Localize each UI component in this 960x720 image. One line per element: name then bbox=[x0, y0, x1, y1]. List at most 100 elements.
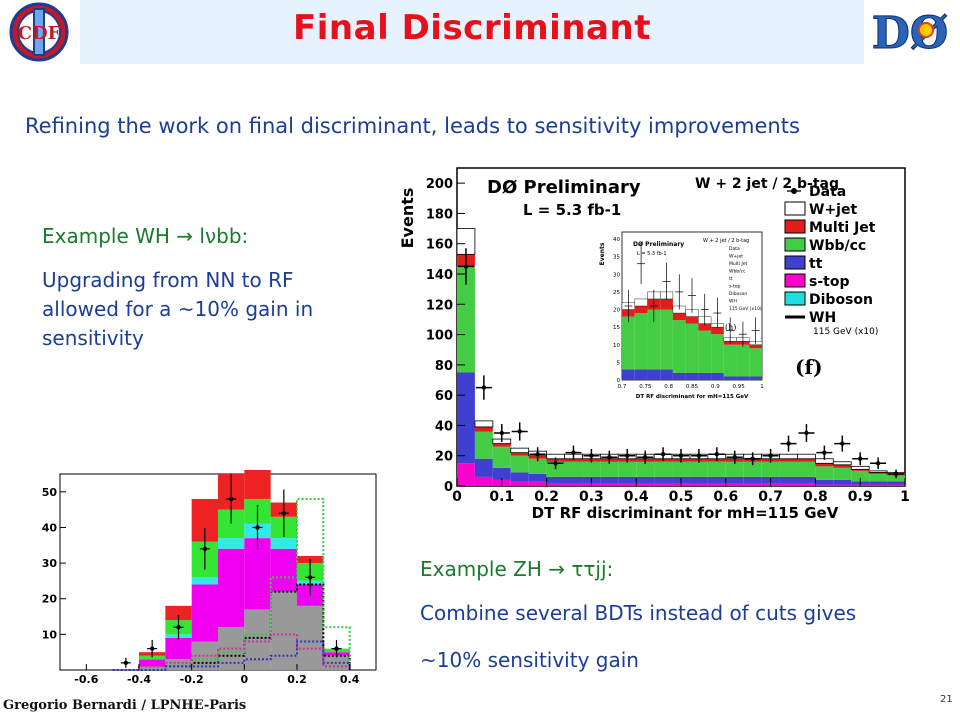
main-bar-wbbcc bbox=[618, 461, 637, 477]
inset-legend-label: Wbb/cc bbox=[729, 269, 746, 275]
inset-bar bbox=[723, 376, 737, 380]
main-legend-label: 115 GeV (x10) bbox=[813, 327, 878, 337]
main-data-point bbox=[780, 435, 797, 452]
main-plot-x-ticks: 0 0.1 0.2 0.3 0.4 0.5 0.6 0.7 0.8 0.9 1 bbox=[452, 478, 910, 505]
zh-data-point bbox=[199, 528, 210, 570]
main-bar-tt bbox=[474, 458, 493, 477]
zh-bar-magenta bbox=[244, 538, 271, 610]
inset-data-point bbox=[700, 293, 709, 326]
zh-bar-cyan bbox=[270, 538, 297, 549]
main-bar-stop bbox=[833, 484, 852, 486]
main-ytick-label: 60 bbox=[435, 389, 453, 404]
main-data-point bbox=[798, 424, 815, 442]
main-legend-label: tt bbox=[809, 256, 823, 272]
inset-ytick-label: 20 bbox=[613, 308, 620, 314]
zh-data-point bbox=[331, 639, 342, 658]
zh-data-point bbox=[305, 559, 316, 596]
zh-ytick-label: 40 bbox=[42, 521, 58, 534]
main-bar-wbbcc bbox=[797, 461, 816, 477]
main-bar-wbbcc bbox=[672, 461, 690, 477]
zh-bar-gray bbox=[139, 666, 166, 670]
zh-data-point bbox=[147, 639, 158, 658]
main-bar-stop bbox=[636, 482, 655, 486]
main-bar-wbbcc bbox=[815, 466, 834, 480]
inset-plot-lumi: L = 5.3 fb-1 bbox=[637, 251, 667, 257]
main-bar-multijet bbox=[797, 458, 816, 462]
main-ytick-label: 80 bbox=[435, 359, 453, 374]
main-bar-tt bbox=[887, 481, 905, 485]
example1-heading: Example WH → lνbb: bbox=[42, 224, 249, 248]
zh-ytick-label: 30 bbox=[42, 557, 58, 570]
zh-plot-y-ticks: 10 20 30 40 50 bbox=[42, 486, 66, 641]
zh-plot: 10 20 30 40 50 -0.6 -0.4 -0.2 0 0.2 0.4 bbox=[40, 470, 380, 685]
main-data-point bbox=[601, 450, 618, 464]
zh-xtick-label: -0.6 bbox=[74, 673, 98, 685]
main-bar-wjet bbox=[779, 453, 798, 460]
inset-bar bbox=[685, 323, 699, 373]
inset-plot-ylabel: Events bbox=[599, 242, 606, 265]
inset-plot-panel-label: (h) bbox=[725, 323, 736, 332]
main-xtick-label: 0.8 bbox=[803, 489, 828, 505]
main-bar-stop bbox=[887, 484, 905, 486]
main-bar-multijet bbox=[851, 469, 870, 471]
main-bar-tt bbox=[492, 467, 511, 480]
main-bar-multijet bbox=[564, 458, 583, 462]
main-ytick-label: 40 bbox=[435, 419, 453, 434]
zh-bar-green bbox=[139, 655, 166, 660]
main-data-point bbox=[511, 422, 528, 441]
main-bar-tt bbox=[815, 479, 834, 485]
main-data-point bbox=[852, 452, 869, 466]
inset-data-point bbox=[649, 289, 658, 323]
main-xtick-label: 0.7 bbox=[758, 489, 783, 505]
main-bar-wjet bbox=[510, 447, 530, 454]
zh-bar-magenta bbox=[270, 548, 297, 592]
main-bar-tt bbox=[797, 476, 816, 483]
inset-legend-label: Multi Jet bbox=[729, 261, 748, 267]
main-bar-stop bbox=[654, 482, 673, 486]
main-data-point bbox=[870, 457, 887, 470]
inset-xtick-label: 0.7 bbox=[618, 384, 627, 390]
inset-bar bbox=[698, 323, 712, 331]
main-plot-panel-label: (f) bbox=[795, 355, 823, 379]
main-bar-stop bbox=[779, 482, 798, 486]
main-legend-label: Multi Jet bbox=[809, 220, 876, 236]
main-bar-wbbcc bbox=[887, 475, 905, 482]
main-bar-wjet bbox=[797, 453, 816, 460]
main-bar-multijet bbox=[815, 463, 834, 467]
main-bar-tt bbox=[725, 476, 744, 483]
inset-bar bbox=[698, 372, 712, 380]
main-bar-multijet bbox=[474, 426, 493, 432]
zh-bar-magenta bbox=[218, 548, 245, 628]
inset-bar bbox=[622, 316, 635, 370]
inset-bar bbox=[698, 330, 712, 373]
main-bar-tt bbox=[564, 476, 583, 483]
main-bar-wbbcc bbox=[743, 461, 762, 477]
inset-plot-x-ticks: 0.7 0.75 0.8 0.85 0.9 0.95 1 bbox=[618, 384, 764, 390]
zh-data-point bbox=[226, 474, 237, 524]
main-plot-lumi: L = 5.3 fb-1 bbox=[523, 201, 621, 219]
zh-bar-cyan bbox=[218, 538, 245, 549]
main-xtick-label: 0.1 bbox=[489, 489, 514, 505]
inset-ytick-label: 40 bbox=[613, 237, 620, 243]
main-bar-tt bbox=[546, 476, 565, 483]
inset-bar bbox=[685, 316, 699, 324]
main-plot-data-points bbox=[457, 248, 905, 479]
main-data-point bbox=[673, 448, 689, 463]
inset-bar bbox=[634, 313, 648, 370]
main-bar-tt bbox=[869, 481, 888, 485]
zh-data-point bbox=[252, 504, 263, 550]
main-data-point bbox=[744, 452, 761, 466]
main-bar-wjet bbox=[850, 465, 870, 470]
main-bar-stop bbox=[707, 482, 726, 486]
zh-xtick-label: 0 bbox=[241, 673, 249, 685]
zh-bar-gray bbox=[297, 605, 324, 670]
inset-legend-label: Data bbox=[729, 246, 740, 252]
main-bar-tt bbox=[743, 476, 762, 483]
inset-data-point bbox=[738, 321, 747, 347]
main-bar-multijet bbox=[510, 452, 529, 456]
main-bar-wjet bbox=[868, 470, 888, 473]
example2-line2: ~10% sensitivity gain bbox=[420, 648, 639, 672]
main-plot-legend: Data W+jet Multi Jet Wbb/cc tt s-top Diboson WH… bbox=[784, 184, 878, 337]
main-bar-stop bbox=[528, 481, 547, 486]
main-xtick-label: 0.6 bbox=[713, 489, 738, 505]
